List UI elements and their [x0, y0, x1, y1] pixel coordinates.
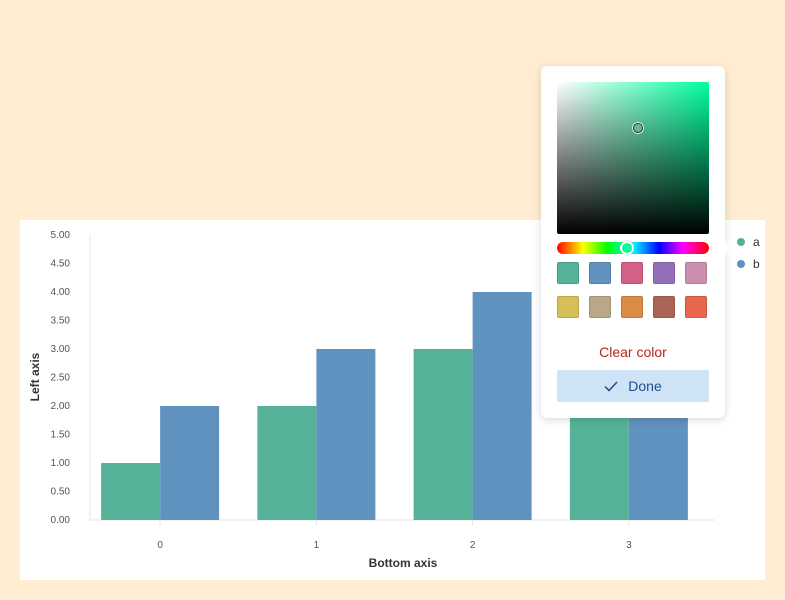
x-tick-label: 2	[470, 540, 476, 551]
done-button[interactable]: Done	[557, 370, 709, 402]
bar-b-1[interactable]	[316, 349, 376, 520]
bar-a-1[interactable]	[257, 406, 317, 520]
y-tick-label: 1.00	[51, 458, 71, 469]
check-icon	[604, 380, 618, 392]
color-swatch[interactable]	[589, 262, 611, 284]
legend-label-a[interactable]: a	[753, 235, 760, 249]
saturation-value-area[interactable]	[557, 82, 709, 234]
bar-a-2[interactable]	[413, 349, 473, 520]
done-label: Done	[628, 378, 662, 394]
color-picker-popover: Clear color Done	[541, 66, 731, 418]
y-tick-label: 1.50	[51, 430, 71, 441]
legend-marker-b[interactable]	[737, 260, 745, 268]
color-swatch[interactable]	[653, 262, 675, 284]
y-tick-label: 5.00	[51, 230, 71, 241]
x-tick-label: 3	[626, 540, 632, 551]
y-axis-title: Left axis	[28, 352, 42, 401]
x-axis-title: Bottom axis	[369, 556, 438, 570]
popover-arrow	[721, 238, 731, 258]
y-tick-label: 4.00	[51, 287, 71, 298]
hue-slider[interactable]	[557, 241, 709, 255]
y-tick-label: 3.00	[51, 344, 71, 355]
color-swatch[interactable]	[685, 296, 707, 318]
legend-marker-a[interactable]	[737, 238, 745, 246]
saturation-value-handle[interactable]	[633, 123, 643, 133]
y-tick-label: 3.50	[51, 316, 71, 327]
x-tick-label: 0	[157, 540, 163, 551]
color-swatch[interactable]	[685, 262, 707, 284]
y-tick-label: 0.50	[51, 487, 71, 498]
y-tick-label: 2.50	[51, 373, 71, 384]
hue-slider-handle[interactable]	[620, 241, 634, 255]
bar-b-0[interactable]	[160, 406, 220, 520]
color-swatch[interactable]	[621, 296, 643, 318]
x-tick-label: 1	[314, 540, 320, 551]
color-swatch[interactable]	[653, 296, 675, 318]
color-swatch[interactable]	[557, 262, 579, 284]
clear-color-button[interactable]: Clear color	[599, 344, 667, 360]
y-tick-label: 0.00	[51, 515, 71, 526]
legend-label-b[interactable]: b	[753, 257, 760, 271]
y-tick-label: 4.50	[51, 259, 71, 270]
y-tick-label: 2.00	[51, 401, 71, 412]
bar-a-0[interactable]	[101, 463, 161, 520]
bar-b-2[interactable]	[472, 292, 532, 520]
color-swatch[interactable]	[589, 296, 611, 318]
color-swatch[interactable]	[621, 262, 643, 284]
color-swatch[interactable]	[557, 296, 579, 318]
